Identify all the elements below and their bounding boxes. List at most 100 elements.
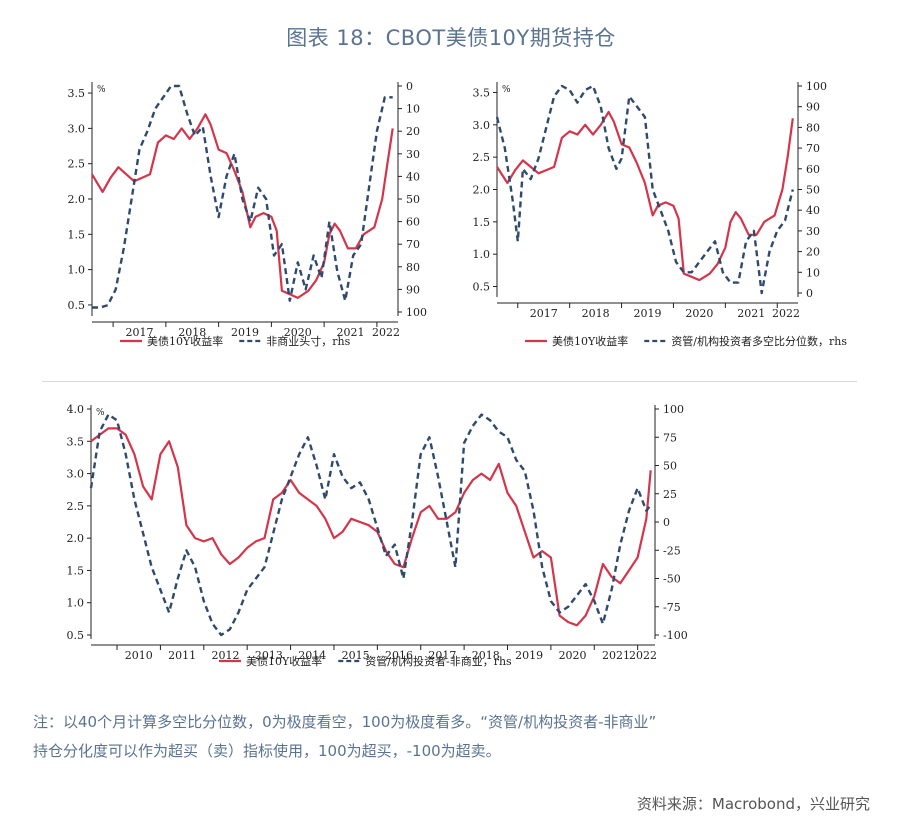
- legend-label: 美债10Y收益率: [246, 654, 322, 668]
- y-left-tick-label: 2.0: [67, 532, 85, 545]
- y-left-tick-label: 0.5: [68, 299, 86, 312]
- x-tick-label: 2016: [385, 649, 413, 662]
- x-tick-label: 2020: [559, 649, 587, 662]
- y-right-tick-label: 0: [406, 80, 413, 93]
- y-right-tick-label: 100: [406, 306, 427, 319]
- x-tick-label: 2018: [582, 307, 610, 320]
- y-left-tick-label: 2.5: [68, 158, 86, 171]
- y-right-tick-label: 0: [806, 287, 813, 300]
- y-left-tick-label: 3.5: [68, 87, 86, 100]
- y-left-tick-label: 1.5: [473, 216, 491, 229]
- y-right-tick-label: -75: [663, 601, 681, 614]
- chart-3: 4.0 3.5 3.0 2.5 2.0 1.5 1.0 0.5% 100 75 50 25 0 -25 -5…: [67, 403, 688, 668]
- note-line-2: 持仓分化度可以作为超买（卖）指标使用，100为超买，-100为超卖。: [33, 742, 501, 760]
- y-left-tick-label: 2.5: [473, 151, 491, 164]
- y-left-tick-label: 1.5: [68, 228, 86, 241]
- y-left-tick-label: 3.5: [67, 435, 85, 448]
- legend-label: 美债10Y收益率: [552, 334, 628, 348]
- y-right-tick-label: -25: [663, 544, 681, 557]
- x-tick-label: 2019: [515, 649, 543, 662]
- y-right-tick-label: 50: [663, 460, 677, 473]
- y-left-tick-label: 0.5: [67, 629, 85, 642]
- series-line-yield: [496, 110, 794, 282]
- x-tick-label: 2020: [685, 307, 713, 320]
- y-right-tick-label: 50: [406, 193, 420, 206]
- y-right-tick-label: 90: [806, 101, 820, 114]
- chart-1: 3.5 3.0 2.5 2.0 1.5 1.0 0.5% 0 10 20 30 40 50 60 70 80 9…: [68, 80, 428, 348]
- legend: 美债10Y收益率 非商业头寸，rhs: [120, 334, 351, 348]
- x-tick-label: 2018: [472, 649, 500, 662]
- y-right-tick-label: 20: [406, 125, 420, 138]
- x-tick-label: 2021: [337, 326, 365, 339]
- legend: 美债10Y收益率 资管/机构投资者多空比分位数，rhs: [525, 334, 847, 348]
- y-right-tick-label: 30: [406, 148, 420, 161]
- y-left-unit: %: [97, 85, 106, 95]
- x-tick-label: 2015: [342, 649, 370, 662]
- y-right-tick-label: 30: [806, 225, 820, 238]
- y-right-tick-label: 40: [406, 170, 420, 183]
- x-tick-label: 2017: [125, 326, 153, 339]
- y-right-tick-label: 75: [663, 431, 677, 444]
- series-line-position: [92, 84, 393, 309]
- y-right-tick-label: 80: [406, 261, 420, 274]
- x-tick-label: 2017: [530, 307, 558, 320]
- y-left-tick-label: 2.0: [68, 193, 86, 206]
- y-right-tick-label: 100: [663, 403, 684, 416]
- y-right-tick-label: 70: [406, 238, 420, 251]
- y-right-tick-label: 0: [663, 516, 670, 529]
- x-tick-label: 2018: [178, 326, 206, 339]
- charts-canvas: 3.5 3.0 2.5 2.0 1.5 1.0 0.5% 0 10 20 30 40 50 60 70 80 9…: [67, 80, 848, 668]
- page-title: 图表 18：CBOT美债10Y期货持仓: [286, 26, 616, 50]
- y-left-tick-label: 2.5: [67, 500, 85, 513]
- x-tick-label: 2020: [284, 326, 312, 339]
- y-left-tick-label: 1.0: [473, 248, 491, 261]
- legend-label: 美债10Y收益率: [147, 334, 223, 348]
- y-left-tick-label: 3.0: [473, 119, 491, 132]
- y-right-tick-label: 90: [406, 283, 420, 296]
- y-left-unit: %: [502, 85, 511, 95]
- y-left-tick-label: 1.0: [67, 597, 85, 610]
- x-tick-label: 2010: [125, 649, 153, 662]
- series-line-yield: [91, 113, 394, 299]
- y-left-tick-label: 4.0: [67, 403, 85, 416]
- y-left-tick-label: 3.0: [68, 122, 86, 135]
- series-line-position: [495, 84, 794, 295]
- y-left-tick-label: 1.0: [68, 264, 86, 277]
- y-left-tick-label: 3.0: [67, 468, 85, 481]
- source-label: 资料来源：Macrobond，兴业研究: [636, 795, 870, 813]
- x-tick-label: 2017: [428, 649, 456, 662]
- y-right-tick-label: 10: [406, 103, 420, 116]
- y-right-tick-label: 20: [806, 246, 820, 259]
- x-tick-label: 2019: [634, 307, 662, 320]
- legend-label: 资管/机构投资者多空比分位数，rhs: [671, 334, 847, 348]
- y-right-tick-label: 25: [663, 488, 677, 501]
- x-tick-label: 2013: [255, 649, 283, 662]
- series-line-yield: [90, 427, 652, 627]
- series-line-position: [89, 413, 652, 637]
- y-right-tick-label: 100: [806, 80, 827, 93]
- y-right-tick-label: 60: [406, 216, 420, 229]
- y-left-tick-label: 3.5: [473, 86, 491, 99]
- y-right-tick-label: 10: [806, 266, 820, 279]
- y-left-tick-label: 2.0: [473, 184, 491, 197]
- chart-2: 3.53.02.52.01.51.00.5% 100908070605040302…: [473, 80, 848, 348]
- y-right-tick-label: 60: [806, 163, 820, 176]
- legend-label: 非商业头寸，rhs: [266, 334, 350, 348]
- y-left-tick-label: 0.5: [473, 281, 491, 294]
- x-tick-label: 2012: [211, 649, 239, 662]
- note-line-1: 注：以40个月计算多空比分位数，0为极度看空，100为极度看多。“资管/机构投资…: [33, 713, 657, 731]
- y-right-tick-label: -100: [663, 629, 688, 642]
- divider: [42, 381, 857, 382]
- y-right-tick-label: -50: [663, 573, 681, 586]
- x-tick-label: 2022: [629, 649, 657, 662]
- y-left-unit: %: [96, 408, 105, 418]
- y-right-tick-label: 70: [806, 142, 820, 155]
- legend-label: 资管/机构投资者-非商业，rhs: [365, 654, 512, 668]
- x-tick-label: 2022: [772, 307, 800, 320]
- x-tick-label: 2014: [298, 649, 326, 662]
- x-tick-label: 2022: [372, 326, 400, 339]
- x-tick-label: 2021: [602, 649, 630, 662]
- y-right-tick-label: 40: [806, 204, 820, 217]
- chart-note: 注：以40个月计算多空比分位数，0为极度看空，100为极度看多。“资管/机构投资…: [33, 708, 873, 766]
- x-tick-label: 2021: [737, 307, 765, 320]
